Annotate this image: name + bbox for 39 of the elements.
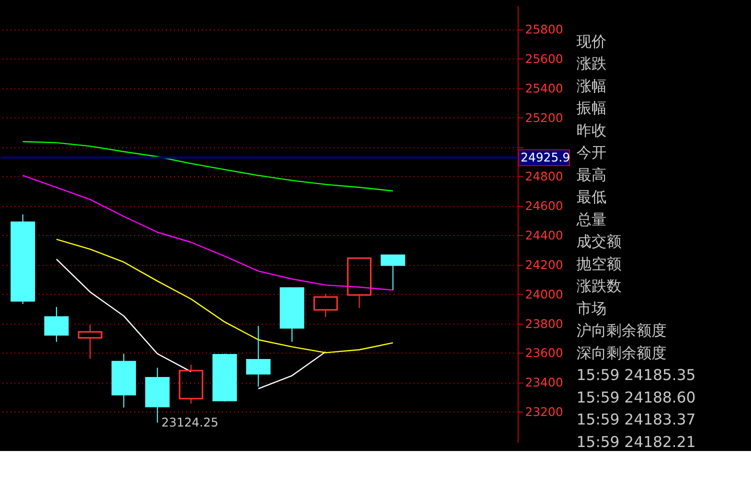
y-tick-label: 24600 [525, 199, 564, 214]
y-tick-label: 25200 [525, 110, 564, 125]
annotation: 23124.25 [161, 416, 218, 430]
text: 涨跌数 [576, 277, 622, 296]
text: 15:59 24188.60 [576, 388, 696, 406]
text: 总量 [575, 210, 606, 228]
text: 最高 [576, 166, 606, 184]
candlestick [112, 353, 136, 408]
y-tick-label: 25800 [525, 22, 564, 37]
text: 现价 [576, 32, 606, 50]
text: 15:59 24183.37 [576, 410, 696, 429]
text: 15:59 24185.35 [576, 366, 696, 384]
y-tick-label: 23800 [525, 316, 564, 331]
y-tick-label: 23600 [525, 346, 564, 360]
text: 深向剩余额度 [576, 344, 666, 362]
text: 市场 [576, 299, 606, 318]
y-tick-label: 24400 [525, 228, 564, 243]
text: 涨幅 [576, 76, 606, 95]
y-tick-label: 25400 [525, 81, 564, 96]
y-tick-label: 25600 [525, 52, 564, 66]
y-tick-label: 24200 [525, 258, 564, 272]
candlestick [246, 325, 271, 388]
y-tick-label: 24800 [525, 170, 564, 184]
text: 涨跌 [576, 54, 606, 73]
text: 最低 [576, 188, 606, 206]
y-tick-label: 23200 [525, 405, 564, 420]
y-tick-label: 23400 [525, 376, 564, 390]
text: 抛空额 [576, 254, 622, 273]
line-series [22, 141, 394, 192]
text: 15:59 24182.21 [576, 432, 696, 451]
candlestick [44, 306, 69, 342]
text: 振幅 [576, 99, 606, 118]
text: 沪向剩余额度 [576, 322, 666, 340]
line-series [22, 174, 394, 291]
text: 成交额 [576, 232, 622, 251]
text: 今开 [576, 144, 606, 162]
y-tick-label: 24000 [525, 287, 564, 302]
text: 昨收 [576, 121, 606, 140]
line-series [56, 238, 394, 354]
